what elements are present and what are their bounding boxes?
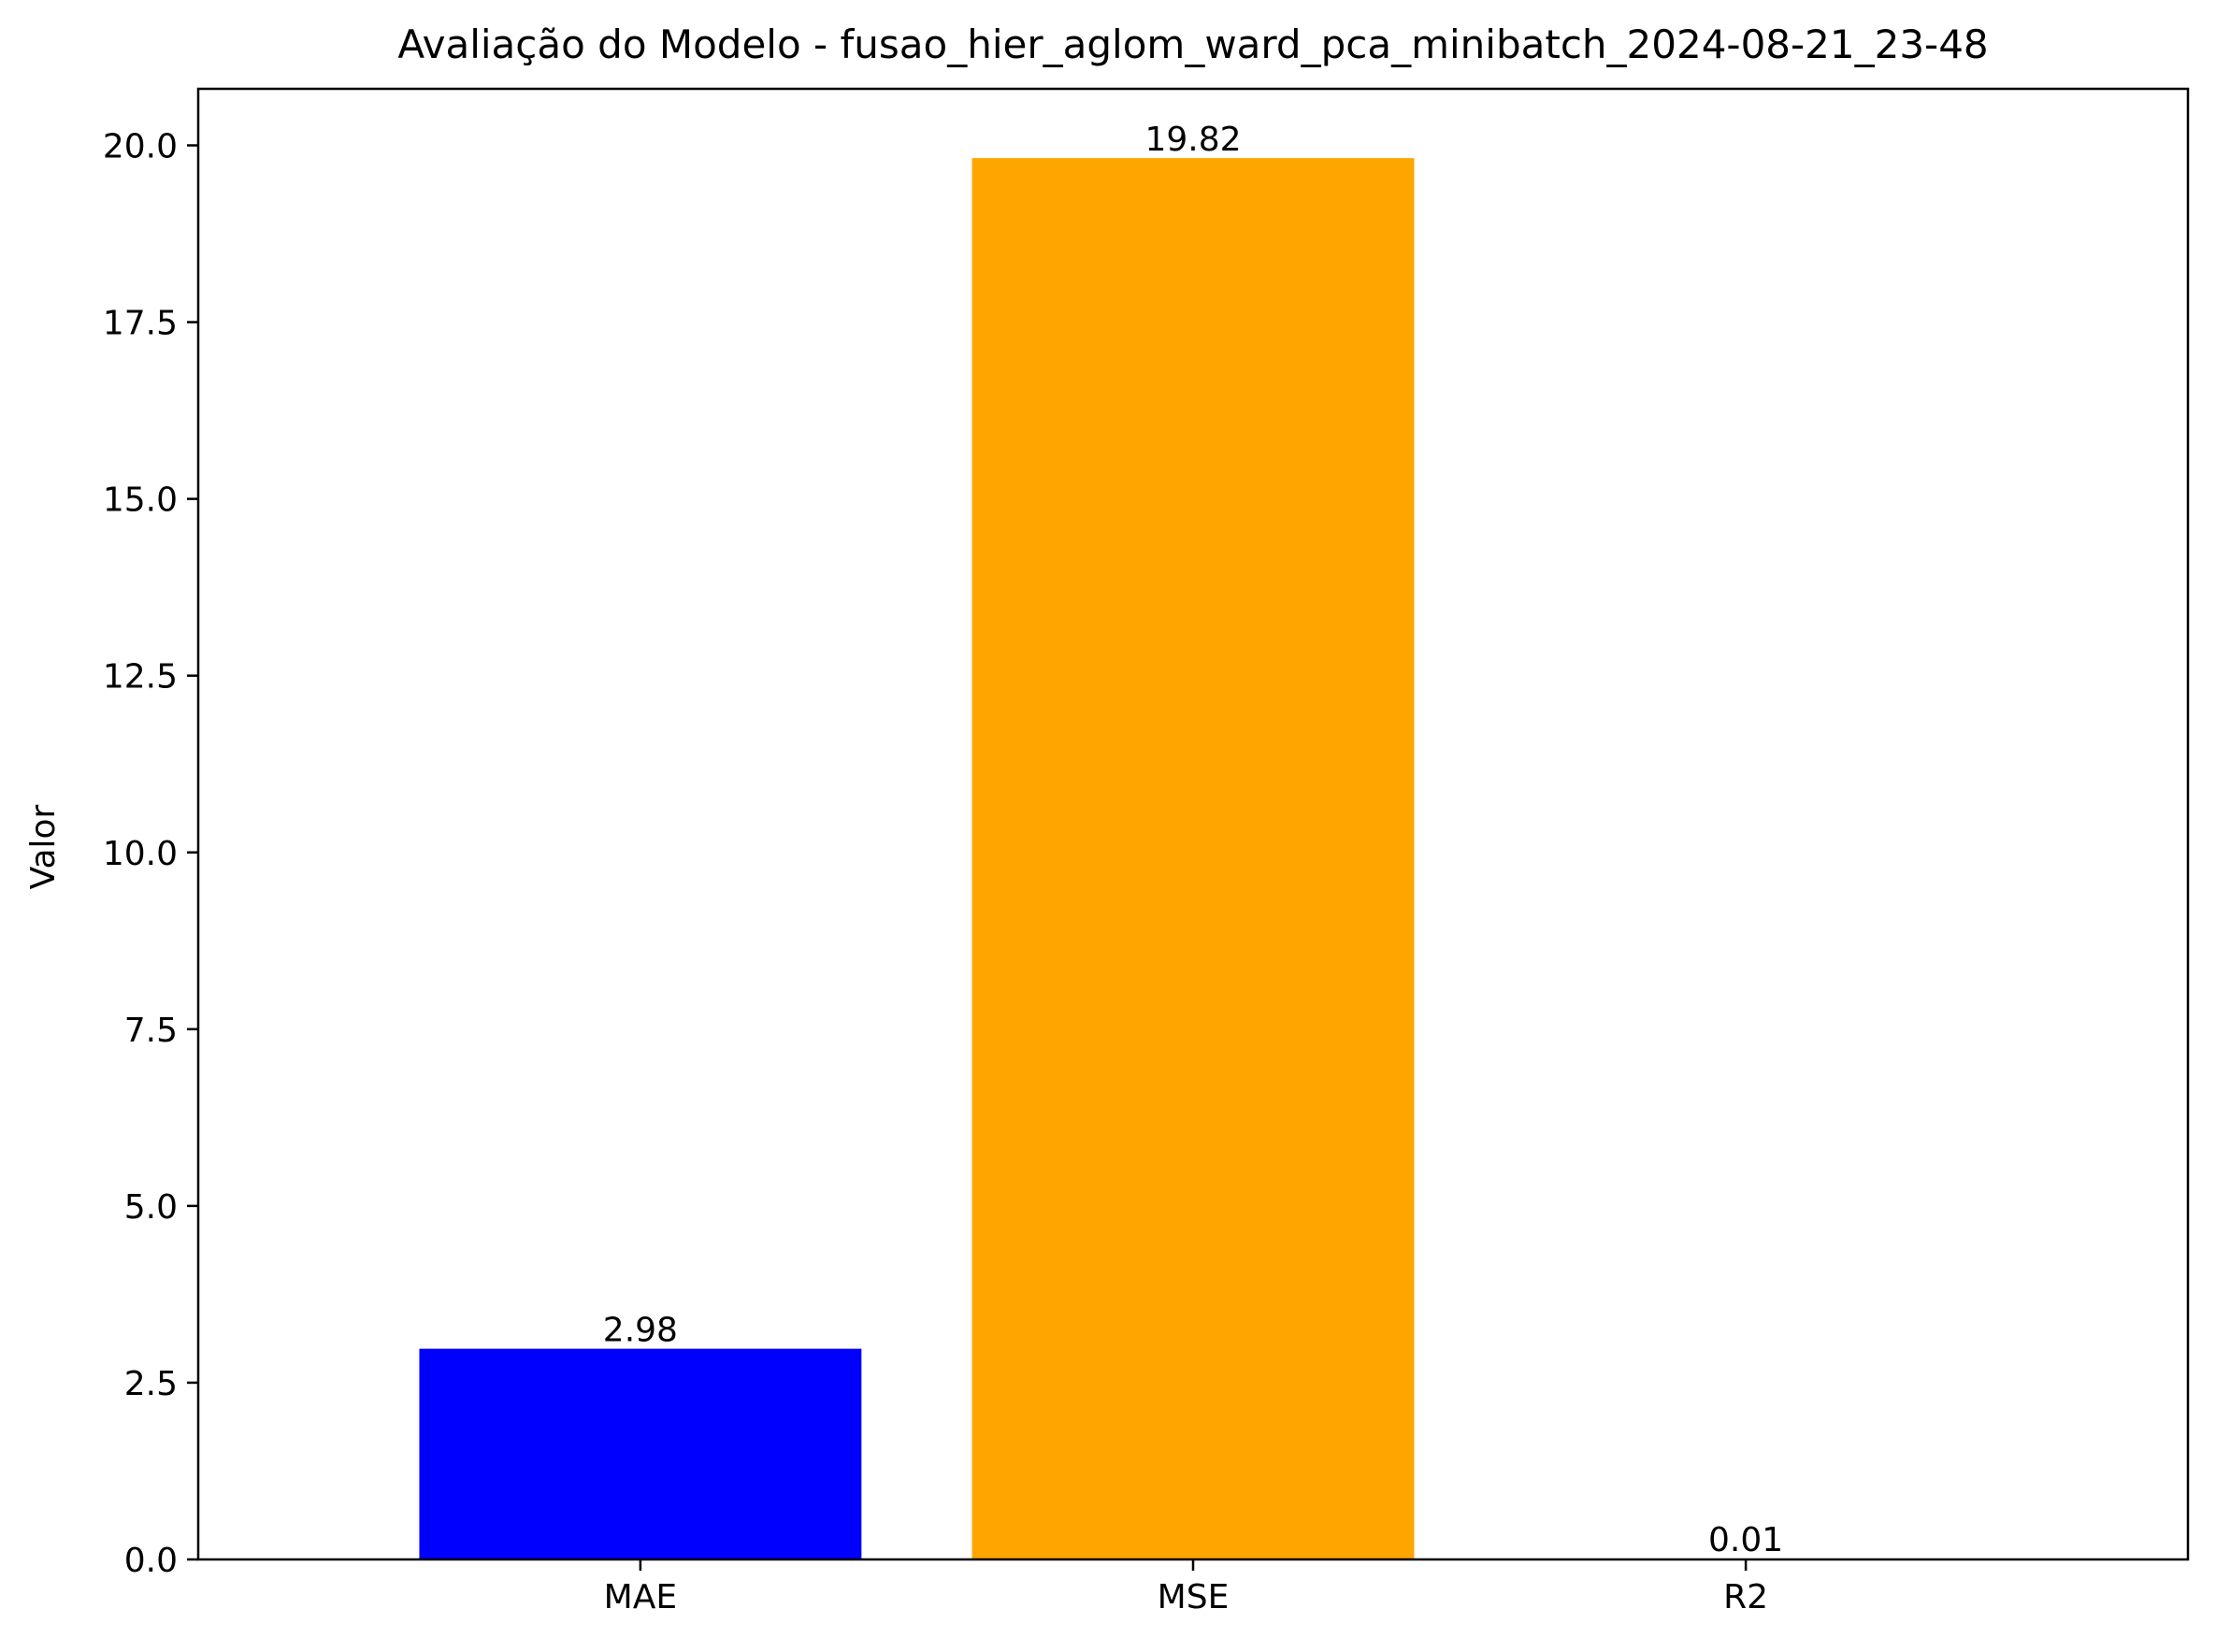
y-tick-label: 17.5 (103, 305, 178, 343)
y-axis-ticks: 0.0 2.5 5.0 7.5 10.0 12.5 15.0 17.5 20.0 (103, 128, 198, 1580)
value-labels-group: 2.98 19.82 0.01 (603, 121, 1783, 1559)
y-tick-label: 2.5 (124, 1365, 178, 1403)
bar-value-label: 19.82 (1144, 121, 1241, 159)
x-tick-label: MAE (604, 1578, 677, 1616)
plot-area-frame (196, 87, 2190, 1561)
y-tick-label: 7.5 (124, 1012, 178, 1050)
x-tick-label: R2 (1723, 1578, 1768, 1616)
bar-value-label: 0.01 (1708, 1521, 1783, 1559)
bars-group (419, 158, 1967, 1559)
y-tick-label: 5.0 (124, 1188, 178, 1227)
bar-value-label: 2.98 (603, 1312, 678, 1350)
y-tick-label: 0.0 (124, 1542, 178, 1580)
x-axis-ticks: MAE MSE R2 (604, 1559, 1768, 1616)
bar-mse (971, 158, 1415, 1559)
y-tick-label: 15.0 (103, 481, 178, 520)
bar-mae (419, 1348, 862, 1559)
chart-title: Avaliação do Modelo - fusao_hier_aglom_w… (397, 22, 1988, 67)
x-tick-label: MSE (1158, 1578, 1230, 1616)
y-tick-label: 10.0 (103, 835, 178, 873)
y-axis-label: Valor (24, 804, 63, 889)
y-tick-label: 12.5 (103, 658, 178, 697)
y-tick-label: 20.0 (103, 128, 178, 166)
